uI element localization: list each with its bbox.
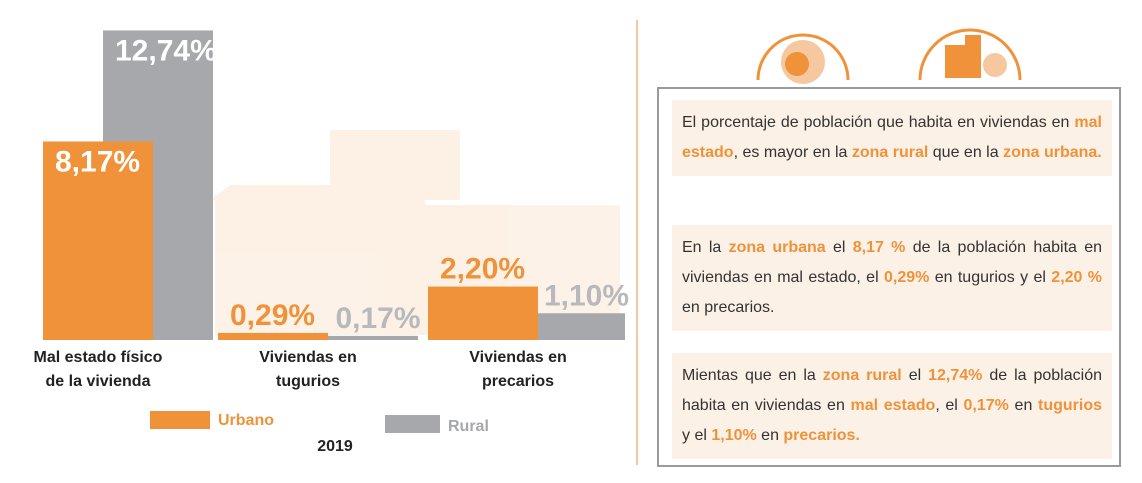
highlight: tugurios bbox=[1038, 397, 1102, 414]
x-axis-label: 2019 bbox=[317, 438, 353, 455]
text: , el bbox=[935, 397, 963, 414]
legend-label: Urbano bbox=[218, 412, 274, 429]
highlight: 2,20 % bbox=[1051, 269, 1102, 286]
legend-label: Rural bbox=[448, 418, 489, 435]
text: , es mayor en la bbox=[734, 144, 852, 161]
text-box: Mientas que en la zona rural el 12,74% d… bbox=[672, 353, 1112, 459]
text: en precarios. bbox=[682, 299, 775, 316]
legend-swatch bbox=[385, 415, 440, 433]
x-tick-label: Mal estado físico de la vivienda bbox=[23, 346, 173, 394]
text-box: El porcentaje de población que habita en… bbox=[672, 100, 1112, 176]
bar bbox=[428, 287, 538, 340]
text: que en la bbox=[928, 144, 1003, 161]
value-label: 0,17% bbox=[335, 302, 420, 335]
highlight: 0,17% bbox=[964, 397, 1009, 414]
bar bbox=[538, 313, 625, 340]
highlight: precarios. bbox=[783, 427, 859, 444]
icon-urban bbox=[920, 30, 1020, 80]
value-label: 1,10% bbox=[544, 279, 629, 312]
x-tick-label: Viviendas en tugurios bbox=[233, 346, 383, 394]
bar bbox=[218, 333, 328, 340]
highlight: 1,10% bbox=[711, 427, 756, 444]
text: el bbox=[826, 239, 853, 256]
highlight: 0,29% bbox=[884, 269, 929, 286]
x-tick-label: Viviendas en precarios bbox=[443, 346, 593, 394]
text: el bbox=[902, 367, 928, 384]
text: en bbox=[1009, 397, 1038, 414]
text: en bbox=[757, 427, 784, 444]
highlight: zona urbana bbox=[729, 239, 826, 256]
highlight: 8,17 % bbox=[853, 239, 906, 256]
value-label: 12,74% bbox=[115, 34, 217, 67]
value-label: 0,29% bbox=[230, 299, 315, 332]
legend-swatch bbox=[150, 411, 210, 429]
text: y el bbox=[682, 427, 711, 444]
infographic: Urbano Rural 2019 12,74% 0,17% 1,10% 8,17% 0… bbox=[0, 0, 1142, 483]
bar bbox=[328, 336, 418, 340]
text: El porcentaje de población que habita en… bbox=[682, 114, 1074, 131]
value-label: 2,20% bbox=[440, 253, 525, 286]
text-box: En la zona urbana el 8,17 % de la poblac… bbox=[672, 225, 1112, 331]
highlight: zona rural bbox=[823, 367, 902, 384]
highlight: zona rural bbox=[852, 144, 928, 161]
highlight: zona urbana. bbox=[1003, 144, 1102, 161]
highlight: mal estado bbox=[851, 397, 936, 414]
text: Mientas que en la bbox=[682, 367, 823, 384]
highlight: 12,74% bbox=[928, 367, 982, 384]
icon-rural bbox=[758, 35, 848, 84]
value-label: 8,17% bbox=[55, 145, 140, 178]
text: En la bbox=[682, 239, 729, 256]
text: en tugurios y el bbox=[929, 269, 1051, 286]
